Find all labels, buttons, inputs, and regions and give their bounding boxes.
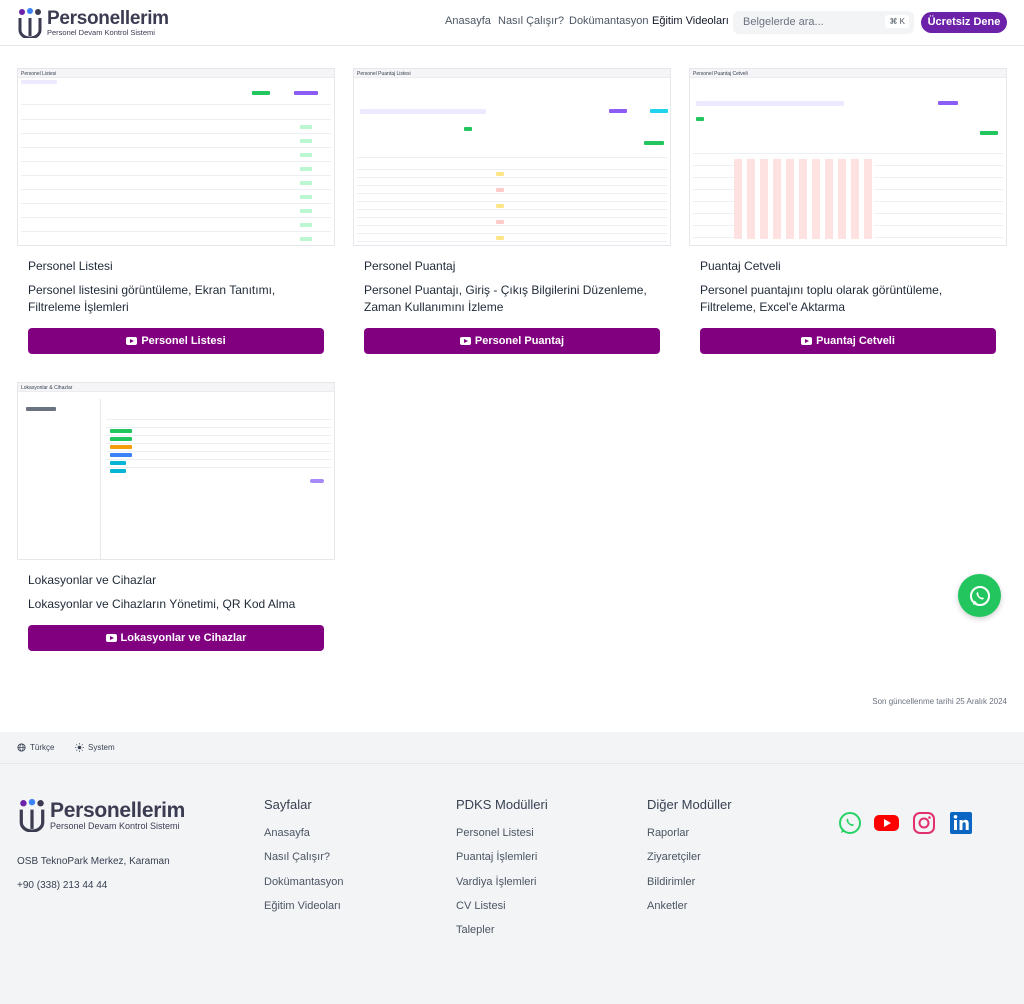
search-placeholder: Belgelerde ara...: [743, 16, 824, 28]
card-description: Personel Puantajı, Giriş - Çıkış Bilgile…: [364, 283, 647, 314]
youtube-icon: [105, 634, 117, 642]
nav-how-it-works[interactable]: Nasıl Çalışır?: [498, 15, 565, 27]
search-input[interactable]: Belgelerde ara... ⌘ K: [733, 11, 914, 34]
footer-link[interactable]: Anasayfa: [264, 827, 310, 839]
site-footer: [0, 764, 1024, 1004]
footer-link[interactable]: Ziyaretçiler: [647, 851, 701, 863]
sun-icon: [75, 743, 84, 752]
language-label: Türkçe: [30, 743, 55, 752]
top-navbar: Personellerim Personel Devam Kontrol Sis…: [0, 0, 1024, 46]
theme-switcher[interactable]: System: [75, 743, 115, 752]
brand-name: Personellerim: [47, 8, 169, 30]
screenshot-puantaj-cetveli[interactable]: Personel Puantaj Cetveli: [689, 68, 1007, 246]
footer-address: OSB TeknoPark Merkez, Karaman: [17, 856, 170, 867]
footer-heading-pdks: PDKS Modülleri: [456, 797, 548, 812]
video-button-personel-listesi[interactable]: Personel Listesi: [28, 328, 324, 354]
preferences-bar: Türkçe System: [0, 732, 1024, 764]
whatsapp-chat-button[interactable]: [958, 574, 1001, 617]
card-title: Lokasyonlar ve Cihazlar: [28, 573, 157, 587]
footer-link[interactable]: Raporlar: [647, 827, 690, 839]
footer-link[interactable]: Anketler: [647, 900, 688, 912]
footer-heading-other: Diğer Modüller: [647, 797, 732, 812]
footer-link[interactable]: Bildirimler: [647, 876, 696, 888]
footer-link[interactable]: Talepler: [456, 924, 495, 936]
card-title: Personel Listesi: [28, 259, 113, 273]
footer-link[interactable]: Nasıl Çalışır?: [264, 851, 331, 863]
video-button-personel-puantaj[interactable]: Personel Puantaj: [364, 328, 660, 354]
button-label: Personel Puantaj: [474, 335, 565, 347]
search-shortcut: ⌘ K: [885, 15, 909, 28]
button-label: Personel Listesi: [141, 335, 226, 347]
language-switcher[interactable]: Türkçe: [17, 743, 54, 752]
card-title: Puantaj Cetveli: [700, 259, 781, 273]
footer-brand-name: Personellerim: [50, 798, 185, 822]
screen-title: Personel Puantaj Listesi: [357, 71, 411, 77]
screen-title: Personel Listesi: [21, 71, 57, 77]
video-button-lokasyonlar-cihazlar[interactable]: Lokasyonlar ve Cihazlar: [28, 625, 324, 651]
card-title: Personel Puantaj: [364, 259, 456, 273]
brand-mark-icon: [18, 8, 42, 38]
nav-training-videos[interactable]: Eğitim Videoları: [652, 15, 729, 27]
whatsapp-icon[interactable]: [838, 811, 862, 835]
youtube-icon: [459, 337, 471, 345]
footer-heading-pages: Sayfalar: [264, 797, 312, 812]
screenshot-lokasyonlar-cihazlar[interactable]: Lokasyonlar & Cihazlar: [17, 382, 335, 560]
nav-home[interactable]: Anasayfa: [445, 15, 491, 27]
brand-mark-icon: [19, 798, 45, 832]
youtube-icon: [801, 337, 813, 345]
footer-brand-tagline: Personel Devam Kontrol Sistemi: [50, 820, 180, 831]
footer-link[interactable]: Personel Listesi: [456, 827, 534, 839]
screenshot-personel-puantaj[interactable]: Personel Puantaj Listesi: [353, 68, 671, 246]
youtube-icon: [126, 337, 138, 345]
instagram-icon[interactable]: [912, 811, 936, 835]
video-button-puantaj-cetveli[interactable]: Puantaj Cetveli: [700, 328, 996, 354]
globe-icon: [17, 743, 26, 752]
theme-label: System: [88, 743, 115, 752]
footer-phone[interactable]: +90 (338) 213 44 44: [17, 880, 108, 891]
linkedin-icon[interactable]: [949, 811, 973, 835]
button-label: Puantaj Cetveli: [816, 335, 895, 347]
youtube-icon[interactable]: [874, 813, 899, 833]
nav-docs[interactable]: Dokümantasyon: [569, 15, 649, 27]
screen-title: Lokasyonlar & Cihazlar: [21, 385, 73, 391]
button-label: Lokasyonlar ve Cihazlar: [120, 632, 247, 644]
card-description: Personel puantajını toplu olarak görüntü…: [700, 283, 943, 314]
footer-brand-logo[interactable]: Personellerim Personel Devam Kontrol Sis…: [17, 798, 185, 832]
screenshot-personel-listesi[interactable]: Personel Listesi: [17, 68, 335, 246]
footer-link[interactable]: CV Listesi: [456, 900, 506, 912]
footer-link[interactable]: Dokümantasyon: [264, 876, 344, 888]
brand-logo[interactable]: Personellerim Personel Devam Kontrol Sis…: [16, 8, 169, 38]
screen-title: Personel Puantaj Cetveli: [693, 71, 748, 77]
last-updated: Son güncellenme tarihi 25 Aralık 2024: [872, 697, 1007, 706]
whatsapp-icon: [969, 585, 990, 606]
brand-tagline: Personel Devam Kontrol Sistemi: [47, 28, 155, 38]
card-description: Personel listesini görüntüleme, Ekran Ta…: [28, 283, 276, 314]
footer-link[interactable]: Puantaj İşlemleri: [456, 851, 538, 863]
footer-link[interactable]: Vardiya İşlemleri: [456, 876, 537, 888]
card-description: Lokasyonlar ve Cihazların Yönetimi, QR K…: [28, 597, 296, 611]
footer-link[interactable]: Eğitim Videoları: [264, 900, 341, 912]
free-trial-button[interactable]: Ücretsiz Dene: [921, 12, 1007, 33]
